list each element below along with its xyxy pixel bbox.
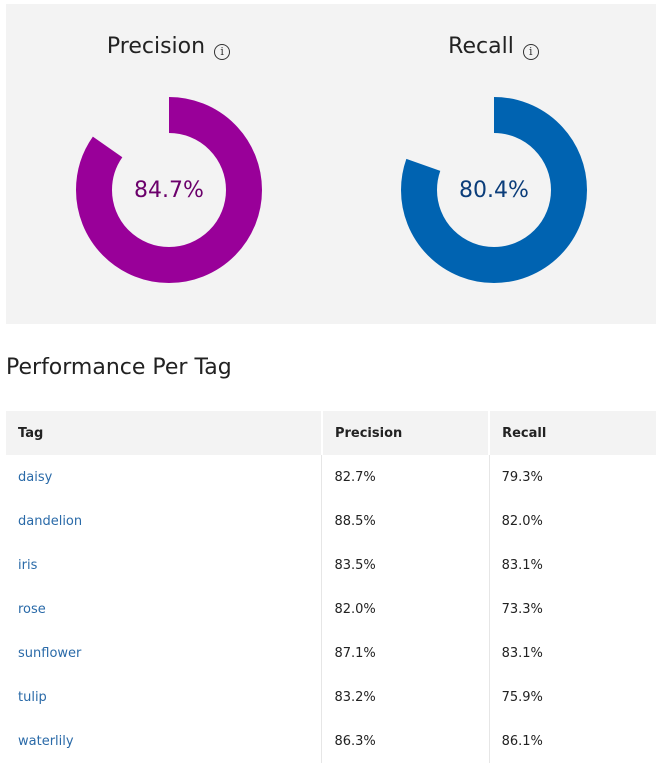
table-row: daisy 82.7% 79.3% <box>6 455 656 499</box>
recall-metric: Recall i 80.4% <box>331 4 656 324</box>
tag-precision: 82.7% <box>321 455 490 499</box>
tag-link[interactable]: sunflower <box>6 631 323 675</box>
table-row: dandelion 88.5% 82.0% <box>6 499 656 543</box>
precision-donut-arc <box>76 97 262 283</box>
tag-recall: 83.1% <box>501 645 543 661</box>
table-row: tulip 83.2% 75.9% <box>6 675 656 719</box>
recall-donut-arc <box>401 97 587 283</box>
tag-recall: 83.1% <box>501 557 543 573</box>
precision-donut: 84.7% <box>76 97 262 283</box>
recall-value: 80.4% <box>459 177 529 203</box>
performance-table: Tag Precision Recall daisy 82.7% 79.3% d… <box>6 411 656 763</box>
tag-recall: 79.3% <box>501 469 543 485</box>
tag-precision: 87.1% <box>321 631 490 675</box>
tag-precision: 86.3% <box>321 719 490 763</box>
column-header-precision[interactable]: Precision <box>321 411 491 455</box>
tag-link[interactable]: dandelion <box>6 499 323 543</box>
recall-label: Recall <box>448 34 514 59</box>
tag-precision: 83.2% <box>321 675 490 719</box>
tag-precision: 88.5% <box>321 499 490 543</box>
tag-precision: 83.5% <box>321 543 490 587</box>
precision-metric: Precision i 84.7% <box>6 4 331 324</box>
summary-panel: Precision i 84.7% Recall i 80.4% <box>6 4 656 324</box>
info-icon[interactable]: i <box>522 44 539 60</box>
recall-donut-chart <box>401 97 587 283</box>
table-row: waterlily 86.3% 86.1% <box>6 719 656 763</box>
tag-recall: 86.1% <box>501 733 543 749</box>
tag-link[interactable]: rose <box>6 587 323 631</box>
tag-recall: 75.9% <box>501 689 543 705</box>
table-row: iris 83.5% 83.1% <box>6 543 656 587</box>
table-header-row: Tag Precision Recall <box>6 411 656 455</box>
tag-link[interactable]: daisy <box>6 455 323 499</box>
precision-title: Precision i <box>6 34 331 60</box>
precision-value: 84.7% <box>134 177 204 203</box>
tag-recall: 73.3% <box>501 601 543 617</box>
table-body: daisy 82.7% 79.3% dandelion 88.5% 82.0% … <box>6 455 656 763</box>
section-title: Performance Per Tag <box>6 355 232 380</box>
tag-precision: 82.0% <box>321 587 490 631</box>
tag-recall: 82.0% <box>501 513 543 529</box>
precision-donut-chart <box>76 97 262 283</box>
table-row: rose 82.0% 73.3% <box>6 587 656 631</box>
tag-link[interactable]: waterlily <box>6 719 323 763</box>
table-row: sunflower 87.1% 83.1% <box>6 631 656 675</box>
tag-link[interactable]: iris <box>6 543 323 587</box>
column-header-recall[interactable]: Recall <box>489 411 656 455</box>
info-icon[interactable]: i <box>214 44 231 60</box>
precision-label: Precision <box>106 34 206 59</box>
tag-link[interactable]: tulip <box>6 675 323 719</box>
recall-title: Recall i <box>331 34 656 60</box>
column-header-tag[interactable]: Tag <box>6 411 323 455</box>
recall-donut: 80.4% <box>401 97 587 283</box>
